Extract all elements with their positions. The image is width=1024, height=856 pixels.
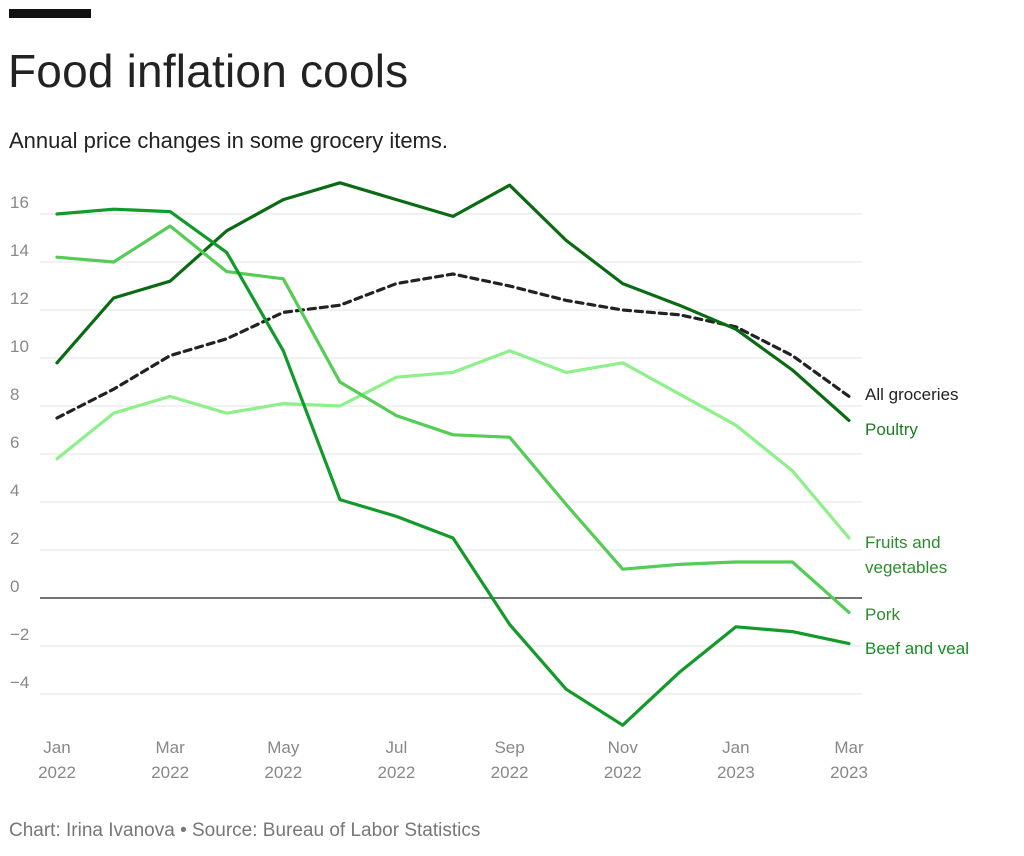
series-labels: All groceries Poultry Fruits and vegetables… bbox=[865, 385, 969, 658]
y-tick-label: 12 bbox=[10, 289, 29, 308]
chart-subtitle: Annual price changes in some grocery ite… bbox=[9, 128, 448, 153]
series-label-pork: Pork bbox=[865, 605, 900, 624]
y-tick-label: 8 bbox=[10, 385, 19, 404]
x-tick-label-year: 2022 bbox=[264, 763, 302, 782]
y-axis-ticks: 16 14 12 10 8 6 4 2 0 −2 −4 bbox=[10, 193, 29, 692]
x-tick-label-year: 2022 bbox=[38, 763, 76, 782]
y-tick-label: 0 bbox=[10, 577, 19, 596]
y-tick-label: −2 bbox=[10, 625, 29, 644]
header-accent-bar bbox=[9, 9, 91, 18]
x-tick-label-year: 2022 bbox=[151, 763, 189, 782]
x-tick-label-year: 2023 bbox=[830, 763, 868, 782]
series-line-fruits-and-vegetables bbox=[55, 349, 851, 540]
x-tick-label-year: 2022 bbox=[491, 763, 529, 782]
series-label-beef-and-veal: Beef and veal bbox=[865, 639, 969, 658]
x-tick-label-year: 2022 bbox=[604, 763, 642, 782]
series-line-all-groceries bbox=[55, 272, 851, 420]
x-tick-label-month: Jan bbox=[43, 738, 70, 757]
series-label-fruits-and-vegetables: Fruits and bbox=[865, 533, 941, 552]
x-tick-label-month: Sep bbox=[494, 738, 524, 757]
series-line-pork bbox=[55, 224, 851, 615]
y-tick-label: −4 bbox=[10, 673, 29, 692]
x-tick-label-month: Mar bbox=[156, 738, 186, 757]
series-line-poultry bbox=[55, 181, 851, 422]
x-tick-label-month: May bbox=[267, 738, 300, 757]
x-tick-label-year: 2022 bbox=[378, 763, 416, 782]
x-tick-label-month: Jan bbox=[722, 738, 749, 757]
y-tick-label: 14 bbox=[10, 241, 29, 260]
chart-title: Food inflation cools bbox=[8, 45, 409, 97]
grid-lines bbox=[40, 213, 862, 695]
y-tick-label: 10 bbox=[10, 337, 29, 356]
y-tick-label: 16 bbox=[10, 193, 29, 212]
x-tick-label-month: Mar bbox=[834, 738, 864, 757]
y-tick-label: 4 bbox=[10, 481, 19, 500]
x-tick-label-month: Jul bbox=[386, 738, 408, 757]
y-tick-label: 6 bbox=[10, 433, 19, 452]
y-tick-label: 2 bbox=[10, 529, 19, 548]
x-tick-label-year: 2023 bbox=[717, 763, 755, 782]
x-tick-label-month: Nov bbox=[608, 738, 639, 757]
series-label-poultry: Poultry bbox=[865, 420, 918, 439]
x-axis-ticks: Jan 2022 Mar 2022 May 2022 Jul 2022 Sep 2022 Nov 20… bbox=[38, 738, 868, 782]
series-lines bbox=[55, 181, 851, 727]
chart-source: Chart: Irina Ivanova • Source: Bureau of… bbox=[9, 820, 481, 841]
series-label-fruits-and-vegetables: vegetables bbox=[865, 558, 947, 577]
series-label-all-groceries: All groceries bbox=[865, 385, 959, 404]
series-line-beef-and-veal bbox=[55, 207, 851, 727]
